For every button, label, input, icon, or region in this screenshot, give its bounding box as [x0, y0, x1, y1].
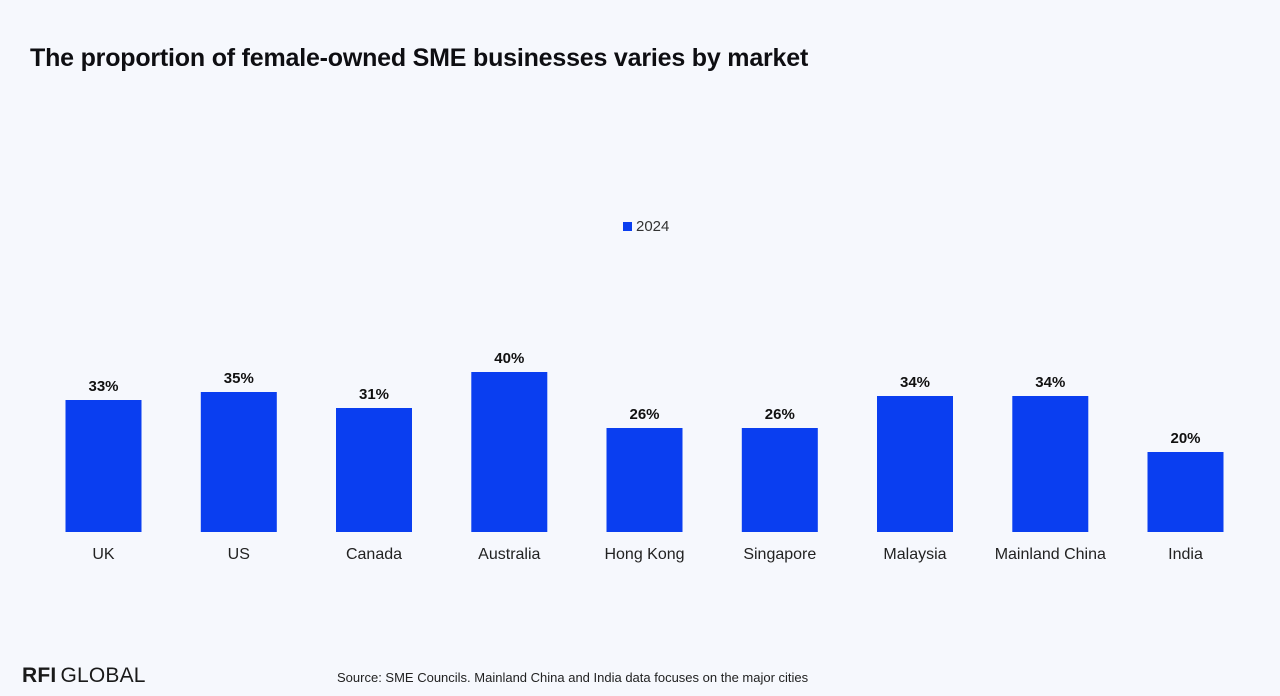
data-label: 40%	[494, 350, 524, 367]
bar-australia	[471, 372, 548, 532]
category-label: US	[228, 546, 250, 563]
brand-logo-light: GLOBAL	[60, 664, 146, 687]
data-label: 31%	[359, 386, 389, 403]
bar-india	[1147, 452, 1224, 532]
category-label: Canada	[346, 546, 402, 563]
data-label: 33%	[88, 378, 118, 395]
category-label: India	[1168, 546, 1203, 563]
category-label: Hong Kong	[604, 546, 684, 563]
category-label: Mainland China	[995, 546, 1106, 563]
brand-logo-strong: RFI	[22, 664, 57, 687]
category-label: Australia	[478, 546, 540, 563]
bar-canada	[336, 408, 412, 532]
data-label: 20%	[1170, 430, 1200, 447]
data-label: 26%	[765, 406, 795, 423]
brand-logo: RFI GLOBAL	[22, 664, 146, 688]
bar-singapore	[741, 428, 818, 532]
bar-mainland-china	[1012, 396, 1089, 532]
source-note: Source: SME Councils. Mainland China and…	[337, 670, 809, 685]
category-label: Malaysia	[883, 546, 946, 563]
category-label: UK	[92, 546, 115, 563]
data-label: 34%	[1035, 374, 1065, 391]
bar-us	[200, 392, 277, 532]
category-label: Singapore	[743, 546, 816, 563]
legend-swatch	[623, 222, 632, 231]
data-label: 35%	[224, 370, 254, 387]
bar-uk	[65, 400, 142, 532]
data-label: 26%	[629, 406, 659, 423]
chart-legend: 2024	[623, 218, 669, 235]
data-label: 34%	[900, 374, 930, 391]
legend-label: 2024	[636, 218, 670, 235]
bar-hong-kong	[606, 428, 683, 532]
bar-malaysia	[877, 396, 953, 532]
page-title: The proportion of female-owned SME busin…	[30, 44, 809, 72]
